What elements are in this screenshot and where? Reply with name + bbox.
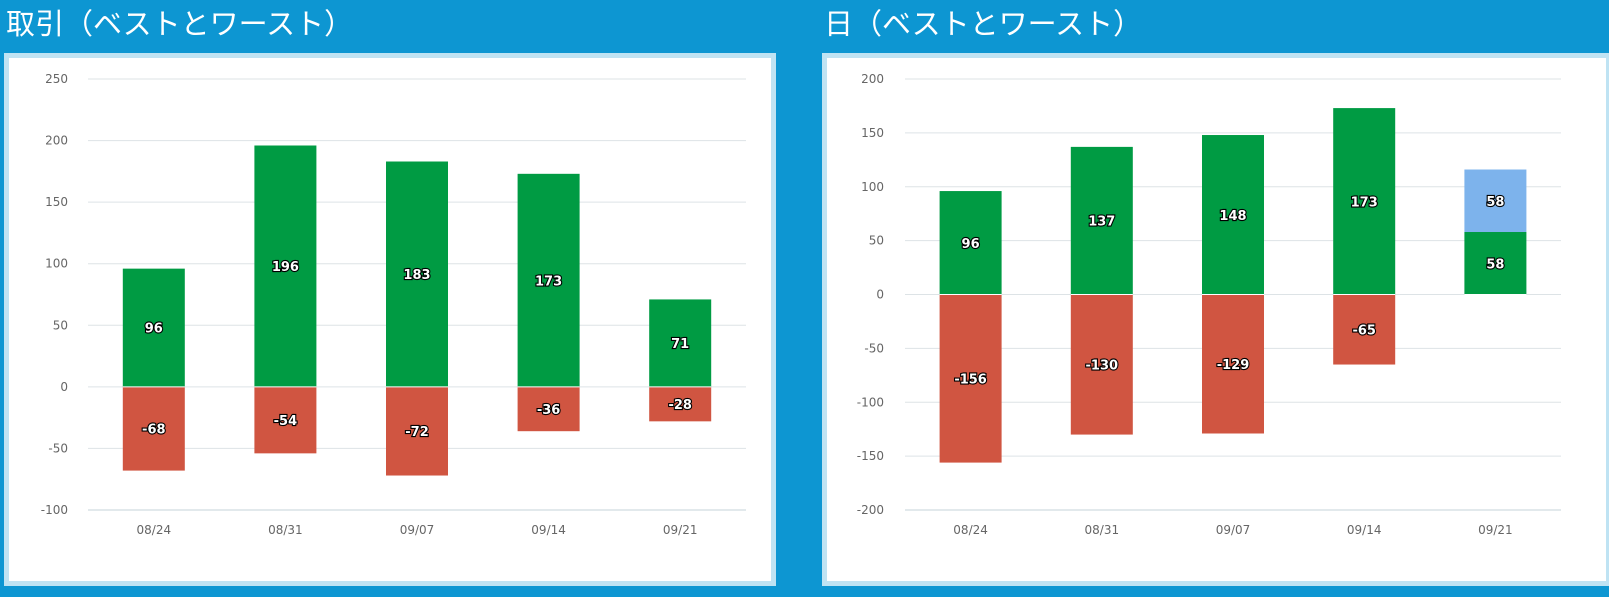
bar[interactable]: [1464, 232, 1527, 295]
bar-value-label: 196: [272, 260, 299, 275]
bar-value-label: 137: [1088, 215, 1115, 230]
x-tick-label: 09/07: [400, 523, 435, 537]
bar[interactable]: [939, 294, 1002, 463]
bar-value-label: 173: [535, 274, 562, 289]
y-tick-label: 50: [53, 318, 68, 332]
bar[interactable]: [122, 268, 185, 387]
bar[interactable]: [386, 386, 448, 476]
bar[interactable]: [1333, 108, 1396, 295]
y-tick-label: 0: [60, 380, 68, 394]
bar[interactable]: [1070, 294, 1133, 435]
x-tick-label: 08/24: [953, 523, 988, 537]
y-tick-label: 200: [861, 72, 884, 86]
y-tick-label: -200: [857, 503, 884, 517]
bar[interactable]: [254, 386, 317, 454]
bar-value-label: 96: [962, 237, 980, 252]
y-tick-label: 150: [861, 126, 884, 140]
x-tick-label: 09/14: [1347, 523, 1382, 537]
bar-value-label: 71: [671, 337, 689, 352]
x-tick-label: 09/07: [1216, 523, 1251, 537]
bar-value-label: 58: [1486, 257, 1504, 272]
bar-value-label: -54: [274, 414, 298, 429]
y-tick-label: -50: [864, 341, 884, 355]
bar[interactable]: [1202, 135, 1264, 295]
bar-value-label: 173: [1351, 195, 1378, 210]
x-tick-label: 08/24: [137, 523, 172, 537]
y-tick-label: 200: [45, 134, 68, 148]
bar-value-label: -68: [142, 423, 166, 438]
bar-value-label: -36: [537, 403, 561, 418]
bar[interactable]: [517, 173, 580, 387]
y-tick-label: -150: [857, 449, 884, 463]
bar-value-label: -129: [1217, 358, 1250, 373]
days-panel: 日（ベストとワースト） 200 150 100 50 0 -50 -100 -150 -200 9…: [818, 0, 1609, 597]
x-tick-label: 09/21: [1478, 523, 1513, 537]
trades-chart: 250 200 150 100 50 0 -50 -100 96 -68 08/24 196 -54 08…: [41, 72, 746, 537]
days-panel-title: 日（ベストとワースト）: [824, 7, 1143, 41]
days-chart-box: 200 150 100 50 0 -50 -100 -150 -200 96 -156 08/24 13…: [822, 53, 1609, 586]
bar-value-label: -28: [668, 398, 692, 413]
x-tick-label: 08/31: [1085, 523, 1120, 537]
bar-value-label: 148: [1219, 209, 1246, 224]
bar[interactable]: [1333, 294, 1396, 365]
bar[interactable]: [122, 386, 185, 471]
bar[interactable]: [649, 386, 712, 422]
x-tick-label: 09/14: [531, 523, 566, 537]
bar[interactable]: [386, 161, 448, 387]
bar-value-label: 58: [1486, 195, 1504, 210]
bar[interactable]: [1464, 169, 1527, 233]
bar-value-label: -72: [405, 425, 429, 440]
trades-panel-title: 取引（ベストとワースト）: [6, 7, 354, 41]
y-tick-label: 100: [45, 257, 68, 271]
bar-value-label: -130: [1086, 359, 1119, 374]
y-tick-label: 50: [869, 234, 884, 248]
bar[interactable]: [1070, 146, 1133, 295]
bar[interactable]: [1202, 294, 1264, 434]
y-tick-label: 250: [45, 72, 68, 86]
x-tick-label: 08/31: [268, 523, 303, 537]
bar[interactable]: [649, 299, 712, 387]
y-tick-label: -100: [41, 503, 68, 517]
bar[interactable]: [517, 386, 580, 432]
bar-value-label: -65: [1352, 324, 1376, 339]
trades-chart-box: 250 200 150 100 50 0 -50 -100 96 -68 08/24 196 -54 08…: [4, 53, 776, 586]
y-tick-label: 0: [876, 288, 884, 302]
trades-panel: 取引（ベストとワースト） 250 200 150 100 50 0 -50 -100 96 -68…: [0, 0, 780, 597]
x-tick-label: 09/21: [663, 523, 698, 537]
y-tick-label: 150: [45, 195, 68, 209]
bar-value-label: 183: [403, 268, 430, 283]
bar[interactable]: [939, 191, 1002, 295]
y-tick-label: 100: [861, 180, 884, 194]
days-chart: 200 150 100 50 0 -50 -100 -150 -200 96 -156 08/24 13…: [857, 72, 1561, 537]
bar-value-label: 96: [145, 322, 163, 337]
y-tick-label: -50: [48, 441, 68, 455]
y-tick-label: -100: [857, 395, 884, 409]
bar-value-label: -156: [954, 373, 987, 388]
bar[interactable]: [254, 145, 317, 387]
